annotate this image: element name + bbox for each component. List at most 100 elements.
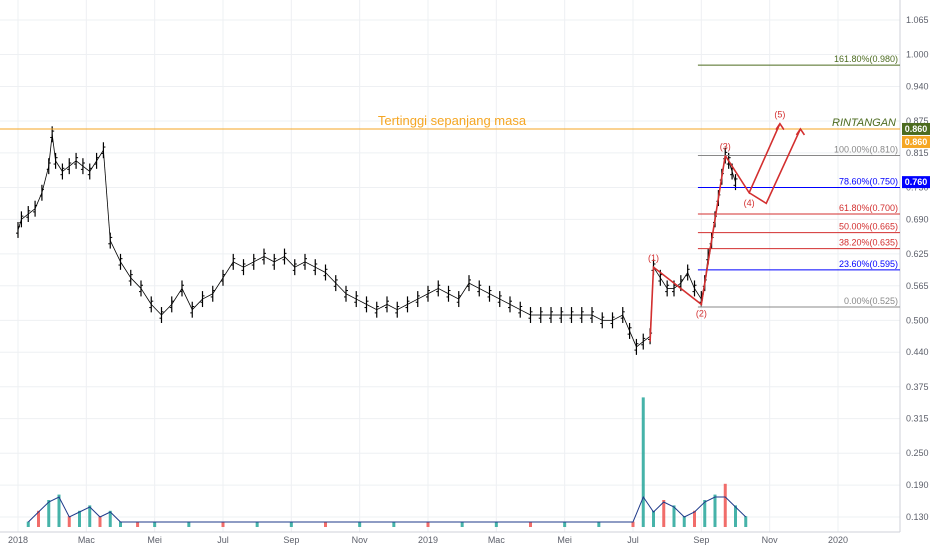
- price-connector: [304, 261, 316, 268]
- price-connector: [659, 277, 668, 289]
- volume-bar: [47, 500, 51, 527]
- y-tick-label: 0.250: [906, 448, 929, 458]
- wave-label: (3): [720, 142, 731, 152]
- price-connector: [458, 282, 470, 300]
- x-tick-label: Mac: [78, 535, 96, 545]
- volume-bar: [494, 521, 498, 527]
- price-connector: [397, 304, 408, 311]
- price-connector: [21, 213, 29, 220]
- price-connector: [222, 261, 234, 279]
- wave-arrowhead: [795, 127, 806, 136]
- price-connector: [407, 298, 418, 305]
- y-tick-label: 0.130: [906, 512, 929, 522]
- x-tick-label: 2019: [418, 535, 438, 545]
- volume-bar: [37, 510, 40, 527]
- volume-bar: [744, 516, 748, 527]
- price-badge: [902, 176, 930, 189]
- y-tick-label: 0.190: [906, 480, 929, 490]
- x-tick-label: Jul: [627, 535, 639, 545]
- volume-bar: [392, 521, 396, 527]
- price-connector: [253, 256, 265, 263]
- volume-bar: [682, 516, 686, 527]
- price-badge: [902, 122, 930, 135]
- volume-bar: [460, 521, 464, 527]
- x-tick-label: Sep: [693, 535, 709, 545]
- y-tick-label: 0.875: [906, 116, 929, 126]
- y-tick-label: 0.940: [906, 81, 929, 91]
- volume-bar: [88, 505, 92, 527]
- volume-bar: [153, 521, 157, 527]
- volume-bar: [26, 521, 30, 527]
- fib-level-label: 61.80%(0.700): [839, 203, 898, 213]
- volume-bar: [734, 505, 737, 527]
- price-connector: [202, 293, 213, 300]
- price-connector: [366, 304, 377, 311]
- x-tick-label: Sep: [283, 535, 299, 545]
- volume-bar: [221, 521, 225, 527]
- volume-bar: [713, 494, 717, 527]
- volume-bar: [641, 397, 645, 527]
- volume-bar: [529, 521, 532, 527]
- alternate-wave-path: [748, 128, 802, 205]
- price-connector: [520, 309, 531, 316]
- volume-bar: [324, 521, 327, 527]
- price-connector: [161, 304, 173, 316]
- volume-bar: [57, 494, 61, 527]
- y-tick-label: 0.815: [906, 148, 929, 158]
- price-connector: [212, 277, 224, 294]
- y-tick-label: 0.315: [906, 414, 929, 424]
- price-badge-label: 0.860: [905, 124, 928, 134]
- x-tick-label: Mei: [557, 535, 572, 545]
- volume-bar: [426, 521, 430, 527]
- price-connector: [612, 314, 623, 321]
- wave-label: (2): [696, 308, 707, 318]
- volume-bar: [67, 516, 71, 527]
- price-connector: [427, 288, 439, 295]
- price-connector: [417, 293, 429, 300]
- volume-bar: [187, 521, 191, 527]
- volume-bar: [108, 510, 112, 527]
- x-tick-label: Jul: [217, 535, 229, 545]
- volume-bar: [662, 500, 666, 527]
- price-badge-label: 0.760: [905, 177, 928, 187]
- price-connector: [96, 150, 104, 162]
- price-connector: [82, 165, 90, 172]
- price-connector: [69, 160, 77, 167]
- x-tick-label: Nov: [762, 535, 779, 545]
- price-connector: [636, 341, 644, 348]
- fib-level-label: 161.80%(0.980): [834, 54, 898, 64]
- fib-level-label: 78.60%(0.750): [839, 176, 898, 186]
- resistance-label: RINTANGAN: [832, 117, 896, 129]
- price-connector: [28, 208, 36, 215]
- volume-average-line: [27, 495, 747, 523]
- price-connector: [591, 314, 603, 321]
- volume-bar: [703, 500, 707, 527]
- fib-level-label: 50.00%(0.665): [839, 222, 898, 232]
- price-connector: [34, 192, 43, 209]
- price-connector: [643, 335, 651, 342]
- fib-level-label: 100.00%(0.810): [834, 145, 898, 155]
- elliott-wave-path: [649, 155, 727, 342]
- x-tick-label: Nov: [352, 535, 369, 545]
- x-tick-label: Mei: [147, 535, 162, 545]
- volume-bar: [358, 521, 362, 527]
- volume-bar: [672, 505, 676, 527]
- price-connector: [629, 330, 637, 348]
- price-connector: [376, 304, 388, 311]
- price-connector: [499, 298, 511, 305]
- price-connector: [356, 298, 367, 305]
- y-tick-label: 0.500: [906, 315, 929, 325]
- price-connector: [284, 256, 296, 268]
- price-connector: [75, 160, 84, 167]
- y-tick-label: 1.065: [906, 15, 929, 25]
- price-connector: [335, 282, 347, 295]
- x-tick-label: Mac: [488, 535, 506, 545]
- fib-level-label: 23.60%(0.595): [839, 259, 898, 269]
- price-connector: [109, 240, 121, 263]
- price-connector: [233, 261, 244, 268]
- y-tick-label: 0.625: [906, 249, 929, 259]
- volume-bar: [78, 510, 81, 527]
- price-connector: [509, 304, 521, 311]
- volume-bar: [136, 521, 140, 527]
